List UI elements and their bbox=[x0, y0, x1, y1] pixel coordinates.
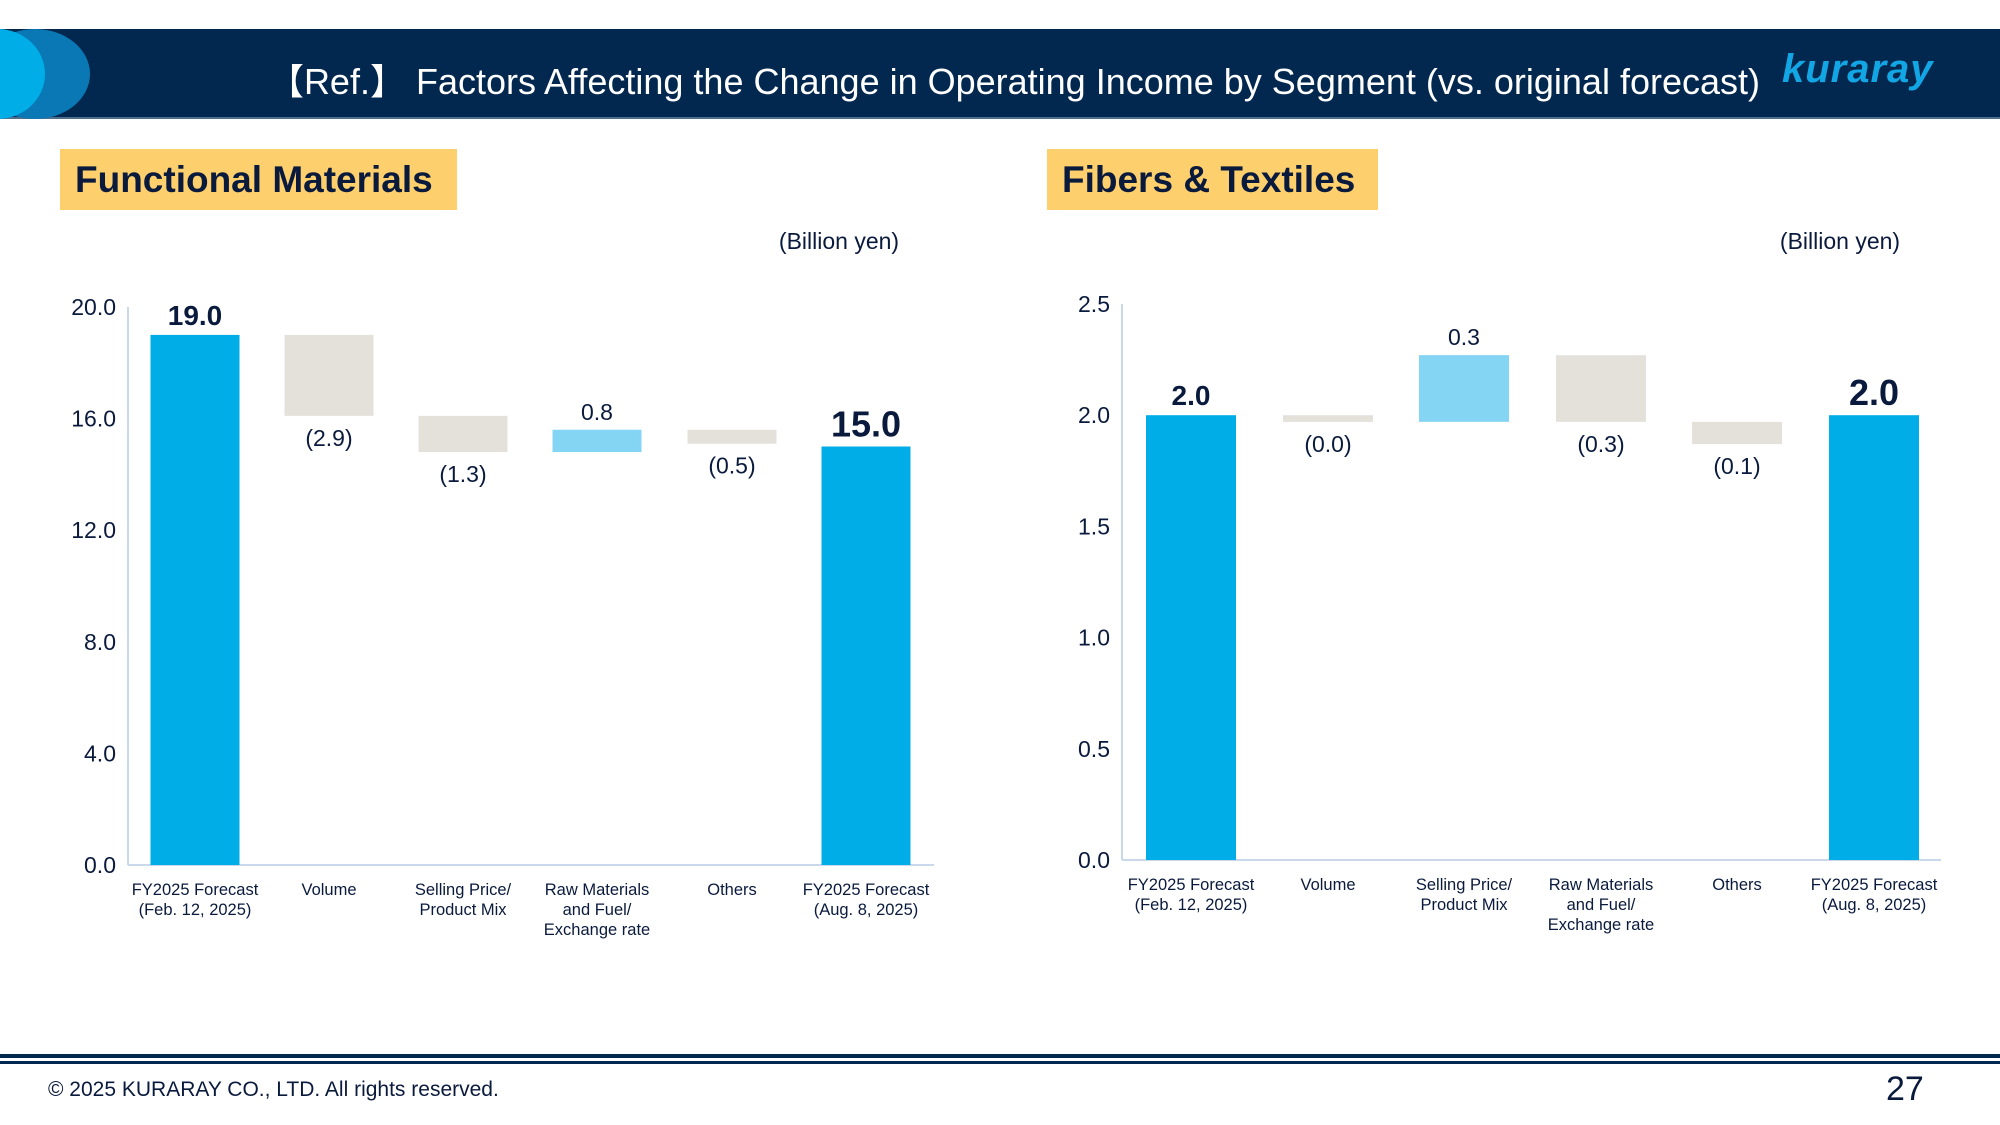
segment-title-functional-materials: Functional Materials bbox=[60, 149, 457, 210]
data-label: 19.0 bbox=[168, 300, 223, 331]
x-tick-label: (Feb. 12, 2025) bbox=[139, 901, 252, 919]
x-tick-label: Others bbox=[1712, 876, 1762, 894]
y-tick-label: 0.5 bbox=[1078, 736, 1110, 762]
y-tick-label: 8.0 bbox=[84, 629, 116, 655]
data-label: 15.0 bbox=[831, 404, 901, 445]
bar-decrease bbox=[1692, 421, 1782, 445]
y-tick-label: 12.0 bbox=[71, 517, 116, 543]
data-label: (0.5) bbox=[708, 453, 755, 479]
bar-decrease bbox=[1283, 415, 1373, 422]
data-label: (0.3) bbox=[1577, 431, 1624, 457]
data-label: (2.9) bbox=[305, 425, 352, 451]
bar-decrease bbox=[284, 334, 374, 416]
data-label: 2.0 bbox=[1172, 380, 1211, 411]
slide-title: 【Ref.】 Factors Affecting the Change in O… bbox=[267, 61, 1760, 102]
x-tick-label: Product Mix bbox=[419, 901, 507, 919]
x-tick-label: Volume bbox=[301, 881, 356, 899]
footer-divider bbox=[0, 1054, 2000, 1058]
bar-decrease bbox=[687, 429, 777, 444]
bar-final bbox=[1829, 415, 1919, 860]
x-tick-label: Others bbox=[707, 881, 757, 899]
bar-increase bbox=[1419, 355, 1509, 422]
footer-divider bbox=[0, 1061, 2000, 1064]
x-tick-label: FY2025 Forecast bbox=[1811, 876, 1938, 894]
x-tick-label: (Feb. 12, 2025) bbox=[1135, 896, 1248, 914]
data-label: 0.3 bbox=[1448, 324, 1480, 350]
x-tick-label: FY2025 Forecast bbox=[803, 881, 930, 899]
x-tick-label: and Fuel/ bbox=[1567, 896, 1636, 914]
kuraray-logo: kuraray bbox=[1782, 47, 1934, 91]
segment-title-fibers-textiles: Fibers & Textiles bbox=[1047, 149, 1378, 210]
data-label: 2.0 bbox=[1849, 372, 1899, 413]
x-tick-label: (Aug. 8, 2025) bbox=[1822, 896, 1927, 914]
page-number: 27 bbox=[1886, 1070, 1924, 1108]
y-tick-label: 4.0 bbox=[84, 740, 116, 766]
y-tick-label: 20.0 bbox=[71, 294, 116, 320]
y-tick-label: 0.0 bbox=[1078, 847, 1110, 873]
data-label: (1.3) bbox=[439, 461, 486, 487]
x-tick-label: FY2025 Forecast bbox=[132, 881, 259, 899]
bar-increase bbox=[552, 429, 642, 453]
x-tick-label: FY2025 Forecast bbox=[1128, 876, 1255, 894]
x-tick-label: (Aug. 8, 2025) bbox=[814, 901, 919, 919]
bar-final bbox=[821, 446, 911, 865]
header-bar: 【Ref.】 Factors Affecting the Change in O… bbox=[0, 29, 2000, 119]
y-tick-label: 16.0 bbox=[71, 406, 116, 432]
bar-total bbox=[150, 334, 240, 865]
data-label: (0.1) bbox=[1713, 453, 1760, 479]
unit-label: (Billion yen) bbox=[1779, 228, 1901, 254]
x-tick-label: Product Mix bbox=[1420, 896, 1508, 914]
bar-total bbox=[1146, 415, 1236, 860]
bar-decrease bbox=[418, 415, 508, 453]
y-tick-label: 1.5 bbox=[1078, 513, 1110, 539]
x-tick-label: Selling Price/ bbox=[415, 881, 512, 899]
x-tick-label: Exchange rate bbox=[544, 921, 650, 939]
x-tick-label: Raw Materials bbox=[545, 881, 650, 899]
copyright: © 2025 KURARAY CO., LTD. All rights rese… bbox=[48, 1078, 499, 1101]
bar-decrease bbox=[1556, 355, 1646, 422]
x-tick-label: Exchange rate bbox=[1548, 916, 1654, 934]
data-label: 0.8 bbox=[581, 399, 613, 425]
x-tick-label: Raw Materials bbox=[1549, 876, 1654, 894]
y-tick-label: 0.0 bbox=[84, 852, 116, 878]
y-tick-label: 2.0 bbox=[1078, 402, 1110, 428]
unit-label: (Billion yen) bbox=[778, 228, 900, 254]
x-tick-label: Selling Price/ bbox=[1416, 876, 1513, 894]
data-label: (0.0) bbox=[1304, 431, 1351, 457]
y-tick-label: 2.5 bbox=[1078, 291, 1110, 317]
x-tick-label: and Fuel/ bbox=[563, 901, 632, 919]
x-tick-label: Volume bbox=[1300, 876, 1355, 894]
y-tick-label: 1.0 bbox=[1078, 625, 1110, 651]
